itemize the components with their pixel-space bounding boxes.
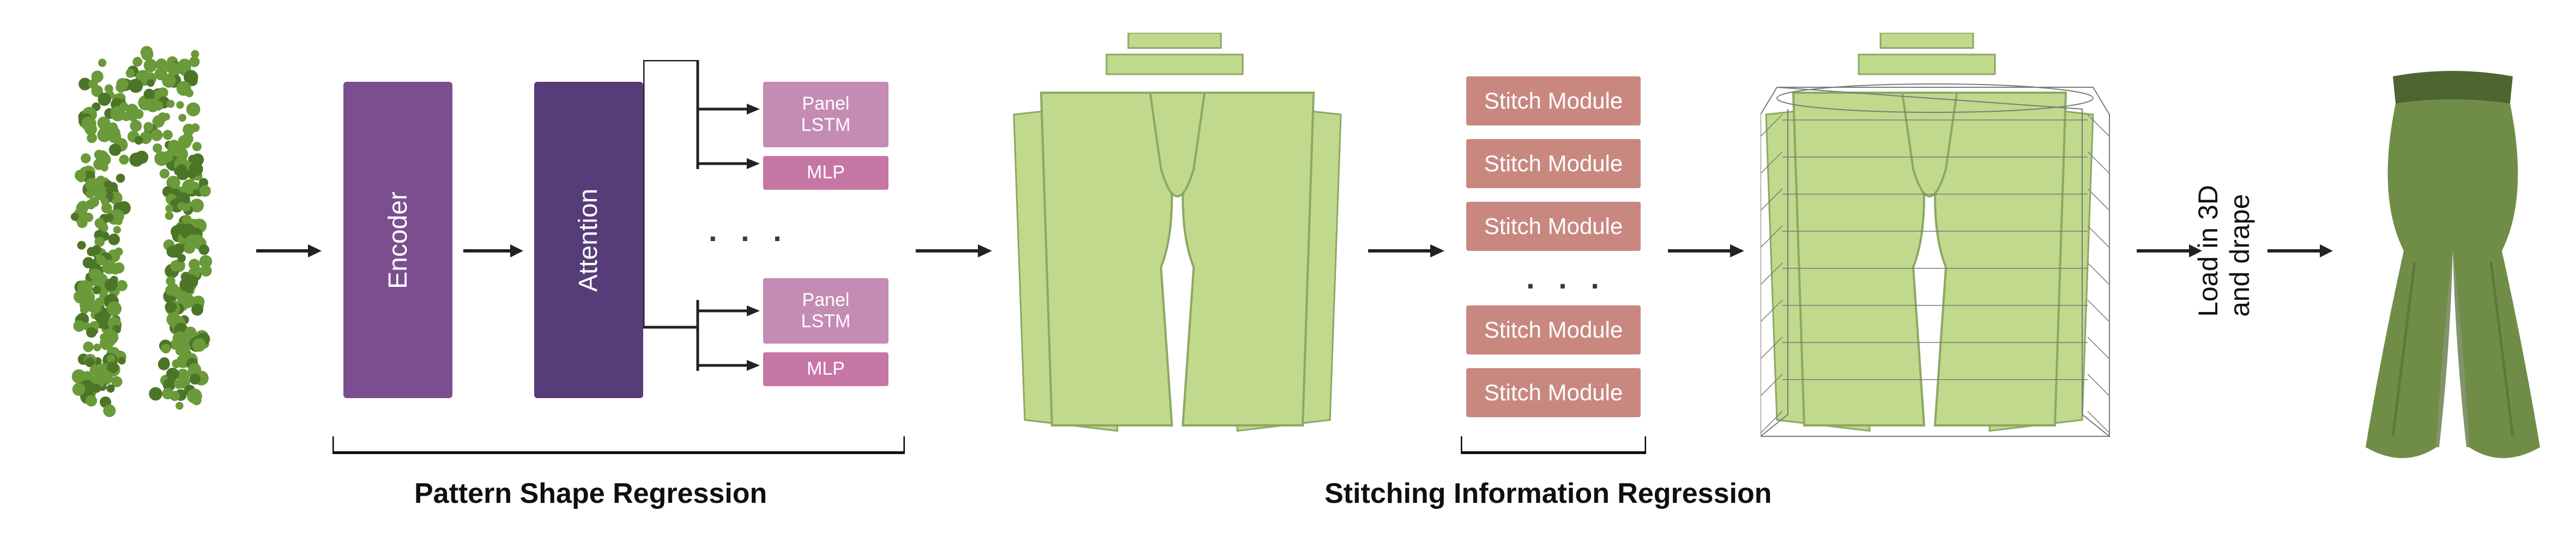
encoder-block: Encoder	[343, 82, 452, 398]
stitch-module-4: Stitch Module	[1466, 305, 1641, 354]
panel-lstm-label-1: PanelLSTM	[801, 93, 851, 136]
load-drape-label: Load in 3Dand drape	[2180, 153, 2267, 349]
mlp-box-2: MLP	[763, 352, 888, 386]
bracket-stitch	[1461, 436, 1646, 472]
encoder-label: Encoder	[383, 191, 413, 289]
panel-branches-ellipsis: . . .	[709, 213, 789, 248]
bracket-pattern	[332, 436, 905, 472]
panel-lstm-box-1: PanelLSTM	[763, 82, 888, 147]
stitch-module-5: Stitch Module	[1466, 368, 1641, 417]
panel-lstm-box-2: PanelLSTM	[763, 278, 888, 344]
arrow-to-panels	[916, 240, 992, 262]
pointcloud-input	[44, 44, 240, 425]
stitch-module-1: Stitch Module	[1466, 76, 1641, 125]
stitch-ellipsis: . . .	[1526, 260, 1607, 296]
stitch-section-label: Stitching Information Regression	[1325, 477, 1772, 510]
mlp-label-2: MLP	[807, 358, 845, 380]
stitch-module-3: Stitch Module	[1466, 202, 1641, 251]
arrow-to-output	[2267, 240, 2333, 262]
attention-block: Attention	[534, 82, 643, 398]
mlp-label-1: MLP	[807, 162, 845, 183]
sewing-pattern-3d	[1761, 33, 2120, 450]
pattern-section-label: Pattern Shape Regression	[414, 477, 767, 510]
arrow-1	[256, 240, 322, 262]
stitch-module-label-1: Stitch Module	[1484, 88, 1623, 114]
stitch-module-label-2: Stitch Module	[1484, 151, 1623, 177]
attention-label: Attention	[574, 188, 604, 291]
arrow-to-stitched	[1668, 240, 1744, 262]
output-garment-3d	[2344, 65, 2562, 472]
stitch-module-label-3: Stitch Module	[1484, 213, 1623, 239]
stitch-module-label-4: Stitch Module	[1484, 317, 1623, 343]
arrow-to-stitch	[1368, 240, 1444, 262]
stitch-module-label-5: Stitch Module	[1484, 380, 1623, 406]
panel-lstm-label-2: PanelLSTM	[801, 290, 851, 332]
stitch-module-2: Stitch Module	[1466, 139, 1641, 188]
sewing-pattern-flat	[1008, 33, 1346, 450]
arrow-enc-attn	[463, 240, 523, 262]
mlp-box-1: MLP	[763, 156, 888, 190]
